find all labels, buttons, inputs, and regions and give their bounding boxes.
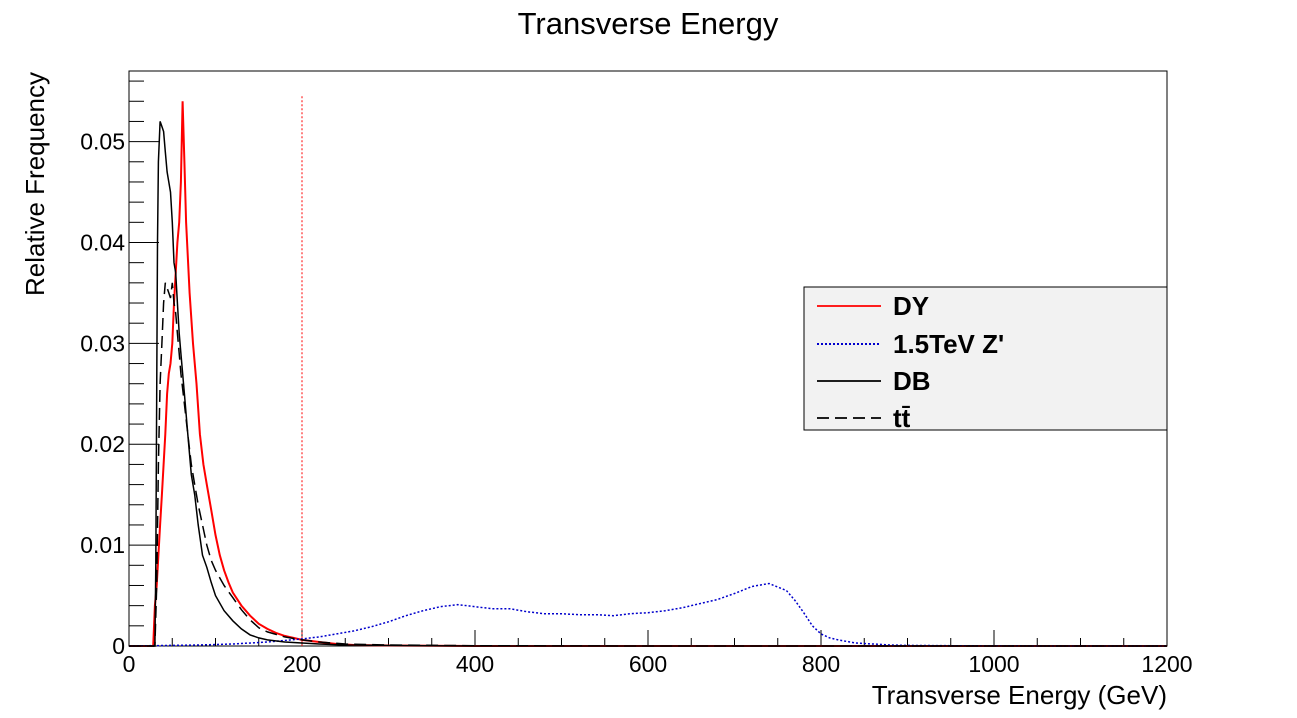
series-line-2	[129, 121, 1167, 647]
legend-label: DY	[893, 291, 929, 321]
y-tick-label: 0	[112, 633, 125, 659]
series-line-1	[128, 582, 1167, 647]
legend-label: DB	[893, 366, 931, 396]
y-tick-label: 0.04	[80, 229, 125, 255]
legend-label: 1.5TeV Z'	[893, 329, 1004, 359]
tick-labels-layer: 0 200 400 600 800 1000 1200 0 0.01 0.02 0.03 0.04 0.…	[80, 129, 1192, 677]
x-tick-label: 1200	[1141, 651, 1192, 677]
y-tick-label: 0.01	[80, 532, 125, 558]
x-tick-label: 0	[123, 651, 136, 677]
series-line-0	[129, 101, 1167, 647]
y-tick-label: 0.02	[80, 431, 125, 457]
x-tick-label: 800	[802, 651, 840, 677]
y-tick-label: 0.05	[80, 129, 125, 155]
x-tick-label: 400	[456, 651, 494, 677]
legend-entries: DY 1.5TeV Z' DB tt̄	[817, 291, 1004, 433]
x-tick-label: 200	[283, 651, 321, 677]
x-axis-label: Transverse Energy (GeV)	[872, 680, 1167, 710]
ticks-layer	[128, 80, 1168, 647]
x-tick-label: 600	[629, 651, 667, 677]
legend-box	[803, 286, 1168, 431]
y-axis-label: Relative Frequency	[20, 72, 50, 296]
legend-label: tt̄	[893, 403, 911, 433]
x-tick-label: 1000	[968, 651, 1019, 677]
y-tick-label: 0.03	[80, 330, 125, 356]
series-layer	[128, 101, 1167, 647]
legend: DY 1.5TeV Z' DB tt̄	[803, 286, 1168, 433]
chart-title: Transverse Energy	[518, 6, 779, 41]
series-line-3	[129, 282, 1167, 647]
